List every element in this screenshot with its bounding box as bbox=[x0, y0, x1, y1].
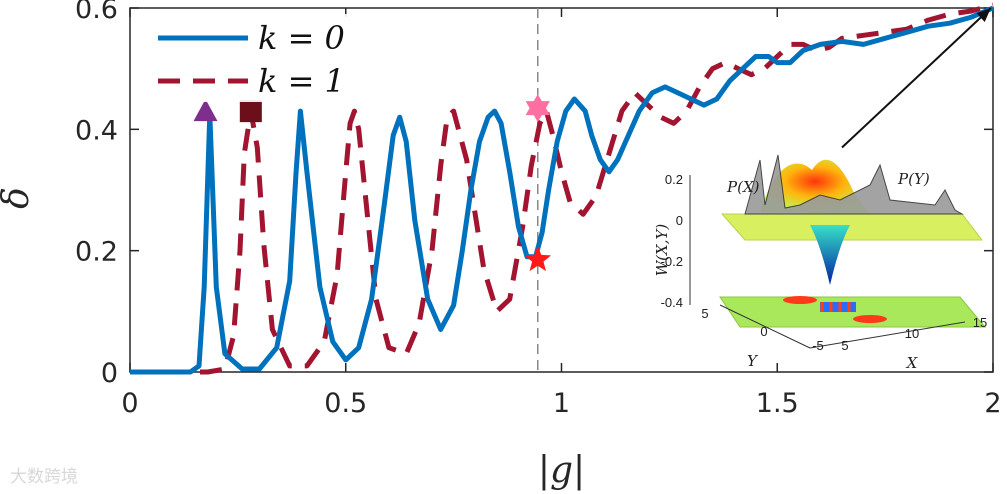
inset-y-label: Y bbox=[747, 352, 759, 370]
star-marker bbox=[524, 245, 552, 272]
y-tick-label: 0.6 bbox=[75, 0, 118, 25]
x-tick-label: 2 bbox=[984, 388, 1001, 419]
x-tick-label: 1.5 bbox=[756, 388, 799, 419]
inset-pointer-arrowhead bbox=[976, 8, 991, 22]
inset-pointer-arrow-line bbox=[841, 7, 992, 149]
markers bbox=[193, 94, 552, 272]
inset-y-tick-label: -5 bbox=[812, 338, 824, 353]
x-tick-label: 0.5 bbox=[324, 388, 367, 419]
legend: k = 0 k = 1 bbox=[148, 14, 353, 102]
x-tick-label: 1 bbox=[553, 388, 570, 419]
x-ticks: 0 0.5 1 1.5 2 bbox=[121, 8, 1002, 419]
inset-surface-plane bbox=[720, 213, 984, 241]
star-marker bbox=[525, 94, 550, 123]
x-tick-label: 0 bbox=[121, 388, 138, 419]
y-ticks: 0 0.2 0.4 0.6 bbox=[75, 0, 993, 389]
inset-x-tick-label: 15 bbox=[973, 315, 987, 330]
series-line-k1 bbox=[130, 2, 994, 375]
inset-contour-fringes bbox=[820, 302, 856, 312]
inset-z-tick-label: 0.2 bbox=[665, 172, 683, 187]
inset-contour-blob bbox=[853, 315, 887, 323]
y-axis-label: δ bbox=[0, 187, 37, 209]
inset-x-tick-label: 10 bbox=[905, 326, 919, 341]
inset-y-tick-label: 5 bbox=[701, 306, 708, 321]
inset-z-tick-label: 0 bbox=[676, 213, 683, 228]
inset-marginal-distributions bbox=[744, 154, 964, 215]
legend-label: k = 1 bbox=[258, 62, 345, 100]
inset-z-tick-label: -0.4 bbox=[661, 295, 683, 310]
y-tick-label: 0.4 bbox=[75, 115, 118, 146]
inset-z-tick-label: -0.2 bbox=[661, 254, 683, 269]
square-marker bbox=[239, 100, 262, 123]
triangle-marker bbox=[193, 99, 218, 122]
watermark: 大数跨境 bbox=[10, 467, 78, 487]
inset-z-label: W(X,Y) bbox=[653, 224, 671, 277]
y-tick-label: 0.2 bbox=[75, 237, 118, 268]
x-axis-label: |g| bbox=[538, 450, 585, 491]
inset-px-label: P(X) bbox=[726, 178, 760, 196]
inset-y-tick-label: 0 bbox=[760, 324, 767, 339]
inset-py-label: P(Y) bbox=[897, 170, 930, 188]
inset-contour-blob bbox=[783, 296, 817, 304]
y-tick-label: 0 bbox=[101, 358, 118, 389]
inset-wigner-plot: 0.2 0 -0.2 -0.4 5 10 15 5 0 -5 P(X) P(Y) W(X,Y) X Y bbox=[653, 7, 992, 372]
inset-surface-dip bbox=[810, 225, 850, 285]
inset-x-label: X bbox=[906, 354, 919, 372]
inset-y-axis bbox=[719, 304, 811, 349]
inset-x-tick-label: 5 bbox=[841, 338, 848, 353]
inset-x-axis bbox=[809, 321, 966, 349]
legend-label: k = 0 bbox=[258, 19, 345, 57]
legend-background bbox=[148, 14, 353, 102]
